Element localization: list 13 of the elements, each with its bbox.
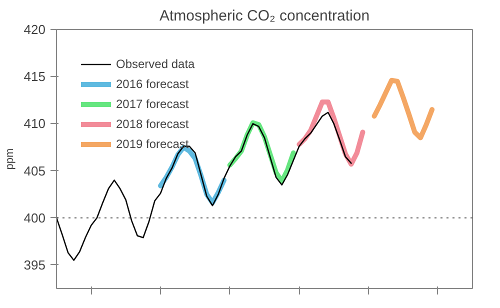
legend-label: Observed data [116, 57, 195, 71]
y-tick-label: 415 [24, 69, 46, 84]
y-tick-label: 420 [24, 22, 46, 37]
legend-label: 2019 forecast [116, 137, 189, 151]
y-axis-title: ppm [4, 148, 16, 170]
y-tick-label: 395 [24, 257, 46, 272]
legend-label: 2016 forecast [116, 77, 189, 91]
y-tick-label: 410 [24, 116, 46, 132]
legend-label: 2017 forecast [116, 97, 189, 111]
y-tick-label: 405 [24, 163, 46, 178]
chart-title: Atmospheric CO₂ concentration [159, 8, 370, 24]
y-tick-label: 400 [24, 210, 46, 226]
legend-label: 2018 forecast [116, 117, 189, 131]
